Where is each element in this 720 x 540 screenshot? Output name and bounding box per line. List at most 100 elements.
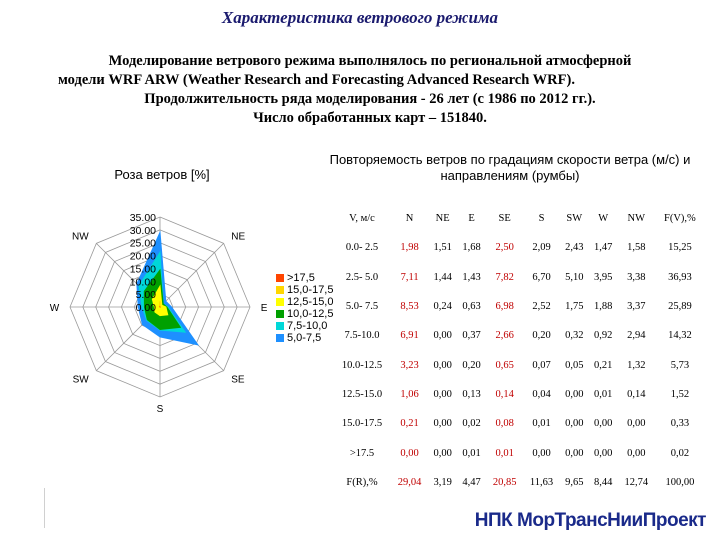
table-cell: 6,70 <box>532 271 551 283</box>
table-cell: 7,82 <box>495 271 514 283</box>
table-title: Повторяемость ветров по градациям скорос… <box>329 152 691 183</box>
table-cell: 3,38 <box>627 271 646 283</box>
table-cell: 0,00 <box>594 447 613 459</box>
table-row: 5.0- 7.5 8,53 0,24 0,63 6,98 2,52 1,75 1,88 3,37… <box>333 292 705 321</box>
wind-rose-legend: >17,5 15,0-17,5 12,5-15,0 10,0-12,5 7,5-10,0… <box>276 272 333 344</box>
column-header: NE <box>435 213 450 225</box>
column-header: V, м/с <box>349 213 375 225</box>
legend-label: 5,0-7,5 <box>287 332 322 344</box>
intro-line: Продолжительность ряда моделирования - 2… <box>144 91 596 107</box>
legend-label: 10,0-12,5 <box>287 308 334 320</box>
table-cell: 0,01 <box>594 388 613 400</box>
table-row: 7.5-10.0 6,91 0,00 0,37 2,66 0,20 0,32 0,92 2,94… <box>333 321 705 350</box>
table-cell: 2,50 <box>495 242 514 254</box>
table-cell: 15.0-17.5 <box>341 418 383 430</box>
table-cell: 1,47 <box>594 242 613 254</box>
table-cell: 1,51 <box>433 242 452 254</box>
table-cell: 0,65 <box>495 359 514 371</box>
table-cell: 0,01 <box>462 447 481 459</box>
table-cell: >17.5 <box>349 447 375 459</box>
table-row: 0.0- 2.5 1,98 1,51 1,68 2,50 2,09 2,43 1,47 1,58… <box>333 233 705 262</box>
table-cell: 12.5-15.0 <box>341 388 383 400</box>
tick-label: 5.00 <box>136 289 157 301</box>
legend-swatch <box>276 322 284 330</box>
direction-label: SE <box>231 374 245 385</box>
table-row: 12.5-15.0 1,06 0,00 0,13 0,14 0,04 0,00 0,01 0,1… <box>333 380 705 409</box>
table-cell: 0,33 <box>670 418 690 430</box>
table-cell: 0,00 <box>433 418 452 430</box>
table-cell: 3,19 <box>433 476 452 488</box>
table-cell: 10.0-12.5 <box>341 359 383 371</box>
series-area <box>143 268 182 330</box>
table-cell: 1,75 <box>565 301 584 313</box>
legend-item: 12,5-15,0 <box>276 296 333 308</box>
table-cell: 0,04 <box>532 388 551 400</box>
table-cell: 0,00 <box>433 388 452 400</box>
table-cell: 0,00 <box>565 447 584 459</box>
table-cell: 100,00 <box>665 476 695 488</box>
table-cell: 0,00 <box>532 447 551 459</box>
wind-frequency-table: V, м/с N NE E SE S SW W NW F(V),% 0.0- 2.5 1,98 1,51… <box>333 204 705 497</box>
slide-title: Характеристика ветрового режима <box>221 8 499 27</box>
table-cell: 1,68 <box>462 242 481 254</box>
table-cell: 5.0- 7.5 <box>345 301 379 313</box>
table-cell: 0,05 <box>565 359 584 371</box>
column-header: SW <box>566 213 583 225</box>
legend-item: 10,0-12,5 <box>276 308 333 320</box>
table-cell: 6,91 <box>400 330 419 342</box>
table-cell: 2,66 <box>495 330 514 342</box>
table-cell: 0,13 <box>462 388 481 400</box>
direction-label: NW <box>72 232 89 243</box>
table-cell: 1,32 <box>627 359 646 371</box>
series-area <box>151 284 169 317</box>
table-cell: 0,08 <box>495 418 514 430</box>
table-cell: 9,65 <box>565 476 584 488</box>
table-cell: 0,21 <box>400 418 419 430</box>
legend-item: 7,5-10,0 <box>276 320 333 332</box>
column-header: W <box>598 213 609 225</box>
table-cell: 25,89 <box>668 301 692 313</box>
table-cell: 0,14 <box>495 388 514 400</box>
table-cell: F(R),% <box>346 476 378 488</box>
column-header: NW <box>627 213 646 225</box>
table-row: 10.0-12.5 3,23 0,00 0,20 0,65 0,07 0,05 0,21 1,3… <box>333 350 705 379</box>
table-cell: 7.5-10.0 <box>344 330 380 342</box>
table-cell: 36,93 <box>668 271 692 283</box>
table-cell: 0,20 <box>532 330 551 342</box>
table-cell: 2,52 <box>532 301 551 313</box>
direction-label: W <box>50 303 60 314</box>
legend-swatch <box>276 310 284 318</box>
company-logo: НПК МорТрансНииПроект <box>474 510 707 531</box>
table-cell: 7,11 <box>400 271 419 283</box>
table-header-row: V, м/с N NE E SE S SW W NW F(V),% <box>333 204 705 233</box>
table-cell: 4,47 <box>462 476 481 488</box>
column-header: N <box>405 213 414 225</box>
table-cell: 0,37 <box>462 330 481 342</box>
table-cell: 0,14 <box>627 388 646 400</box>
column-header: F(V),% <box>664 213 696 225</box>
table-cell: 0,00 <box>400 447 419 459</box>
intro-text: Моделирование ветрового режима выполняло… <box>40 52 700 128</box>
direction-label: NE <box>231 232 245 243</box>
grid-spoke <box>159 243 224 308</box>
tick-label: 15.00 <box>130 263 156 275</box>
table-cell: 5,10 <box>565 271 584 283</box>
tick-label: 30.00 <box>130 225 156 237</box>
table-cell: 0,00 <box>433 447 452 459</box>
direction-label: S <box>157 404 164 415</box>
intro-line: Моделирование ветрового режима выполняло… <box>108 53 632 69</box>
table-cell: 1,98 <box>400 242 419 254</box>
table-cell: 0,00 <box>565 388 584 400</box>
direction-label: SW <box>73 374 90 385</box>
table-cell: 2,94 <box>627 330 646 342</box>
legend-label: 12,5-15,0 <box>287 296 334 308</box>
table-cell: 5,73 <box>670 359 690 371</box>
divider <box>44 488 45 528</box>
table-cell: 1,43 <box>462 271 481 283</box>
table-cell: 0,00 <box>433 330 452 342</box>
table-cell: 1,52 <box>670 388 690 400</box>
table-cell: 2,43 <box>565 242 584 254</box>
table-cell: 0,00 <box>627 447 646 459</box>
legend-swatch <box>276 274 284 282</box>
legend-swatch <box>276 298 284 306</box>
